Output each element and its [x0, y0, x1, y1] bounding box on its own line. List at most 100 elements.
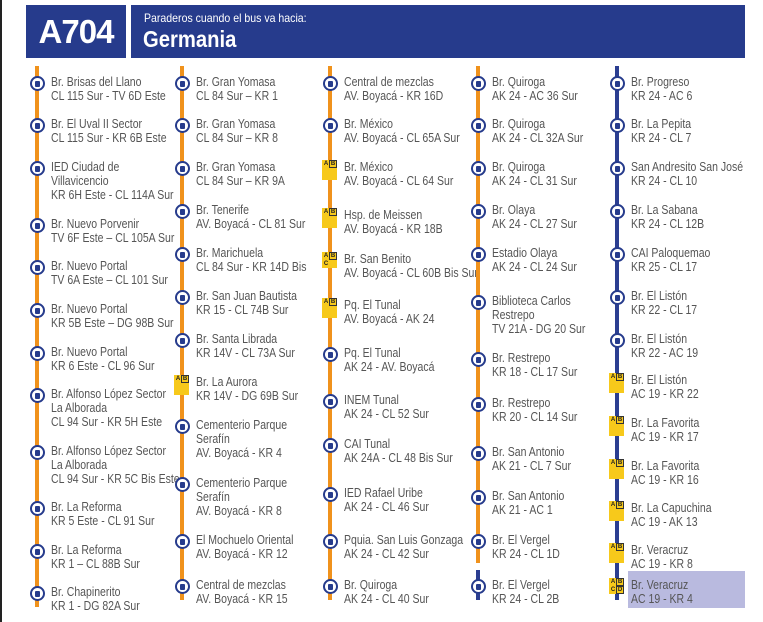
bus-stop-icon: [29, 501, 45, 516]
bus-stop-icon: [174, 477, 190, 492]
stop-address: AV. Boyacá - CL 64 Sur: [344, 174, 454, 188]
stop-address: CL 84 Sur – KR 1: [196, 89, 278, 103]
stop-name: Br. Restrepo: [492, 351, 551, 365]
stop-name: Br. Quiroga: [344, 578, 398, 592]
stop-address: AK 24A - CL 48 Bis Sur: [344, 451, 453, 465]
bus-stop-icon: [322, 438, 338, 453]
stop-address: AV. Boyacá - CL 81 Sur: [196, 217, 306, 231]
stop-label: Br. Nuevo Portal KR 5B Este – DG 98B Sur: [51, 302, 174, 330]
stop-label: Br. Chapinerito KR 1 - DG 82A Sur: [51, 585, 140, 613]
header-subtitle: Paraderos cuando el bus va hacia:: [144, 11, 307, 25]
stop-label: Br. Alfonso López Sector La Alborada CL 94…: [51, 444, 180, 486]
stop-name: Br. La Favorita: [631, 416, 700, 430]
stop-address: AV. Boyacá - CL 65A Sur: [344, 131, 460, 145]
stop-label: Br. Nuevo Porvenir TV 6F Este – CL 105A S…: [51, 217, 174, 245]
stop-label: Br. Restrepo KR 20 - CL 14 Sur: [492, 396, 577, 424]
route-line: [476, 66, 480, 563]
stop-label: INEM Tunal AK 24 - CL 52 Sur: [344, 393, 429, 421]
stop-address: KR 15 - CL 74B Sur: [196, 303, 289, 317]
stop-address: AK 24 - CL 40 Sur: [344, 592, 429, 606]
stop-label: Pq. El Tunal AV. Boyacá - AK 24: [344, 298, 434, 326]
module-letter: B: [616, 373, 624, 381]
stop-name: Estadio Olaya: [492, 246, 558, 260]
stop-label: San Andresito San José KR 24 - CL 10: [631, 160, 743, 188]
stop-name: Br. La Favorita: [631, 459, 700, 473]
bus-stop-icon: [174, 247, 190, 262]
stop-address: CL 94 Sur - KR 5C Bis Este: [51, 472, 180, 486]
route-line: [35, 66, 39, 607]
stop-label: Cementerio Parque Serafín AV. Boyacá - KR …: [196, 476, 287, 518]
stop-address: AK 24 - CL 32A Sur: [492, 131, 584, 145]
bus-stop-icon: [322, 394, 338, 409]
module-letter: A: [323, 253, 329, 259]
stop-name: Br. Brisas del Llano: [51, 75, 142, 89]
stop-name: Br. México: [344, 160, 394, 174]
module-letter: A: [175, 376, 181, 382]
stop-name: Br. Gran Yomasa: [196, 75, 276, 89]
stop-address: KR 6H Este - CL 114A Sur: [51, 188, 174, 202]
bus-stop-icon: [29, 76, 45, 91]
bus-stop-icon: [322, 579, 338, 594]
stop-name: Hsp. de Meissen: [344, 208, 423, 222]
stop-name: Pq. El Tunal: [344, 298, 401, 312]
module-letter: B: [329, 298, 337, 306]
stop-address: AV. Boyacá - KR 15: [196, 592, 288, 606]
stop-name: Br. Marichuela: [196, 246, 264, 260]
stop-label: Biblioteca Carlos Restrepo TV 21A - DG 20 …: [492, 294, 585, 336]
bus-stop-icon: [609, 161, 625, 176]
bus-stop-icon: [174, 419, 190, 434]
stop-address: AK 24 - CL 27 Sur: [492, 217, 577, 231]
stop-label: Br. Nuevo Portal KR 6 Este - CL 96 Sur: [51, 345, 154, 373]
stop-address: AK 24 - CL 31 Sur: [492, 174, 577, 188]
stop-label: Br. Restrepo KR 18 - CL 17 Sur: [492, 351, 577, 379]
final-stop-highlight: [628, 571, 745, 608]
stop-name: Br. El Uval II Sector: [51, 117, 143, 131]
module-letter: B: [616, 578, 624, 586]
module-letter: C: [610, 586, 616, 593]
stop-address: AC 19 - KR 16: [631, 473, 699, 487]
stop-name: Br. Santa Librada: [196, 332, 278, 346]
stop-name: Central de mezclas: [344, 75, 434, 89]
bus-stop-icon: [29, 388, 45, 403]
module-letter: B: [329, 208, 337, 216]
stop-name: Br. Restrepo: [492, 396, 551, 410]
stop-label: Cementerio Parque Serafín AV. Boyacá - KR …: [196, 418, 287, 460]
stop-name: CAI Paloquemao: [631, 246, 711, 260]
stop-address: AC 19 - KR 22: [631, 387, 699, 401]
stop-label: Br. Olaya AK 24 - CL 27 Sur: [492, 203, 577, 231]
bus-stop-icon: [29, 303, 45, 318]
stop-name: Br. La Capuchina: [631, 501, 712, 515]
stop-name: El Mochuelo Oriental: [196, 533, 294, 547]
stop-name: Br. La Reforma: [51, 500, 122, 514]
module-letter: A: [610, 417, 616, 423]
bus-stop-icon: [470, 534, 486, 549]
stop-name: Cementerio Parque: [196, 476, 288, 490]
stop-address: KR 22 - AC 19: [631, 346, 699, 360]
module-letter: A: [610, 460, 616, 466]
stop-label: Br. La Favorita AC 19 - KR 17: [631, 416, 699, 444]
stop-name: Br. Quiroga: [492, 160, 546, 174]
stop-label: Br. Marichuela CL 84 Sur - KR 14D Bis: [196, 246, 306, 274]
stop-address: AV. Boyacá - AK 24: [344, 312, 435, 326]
stop-name: Br. Olaya: [492, 203, 536, 217]
bus-stop-icon: [29, 218, 45, 233]
stop-address: KR 24 - CL 1D: [492, 547, 560, 561]
stop-name: Villavicencio: [51, 174, 109, 188]
stop-label: Br. San Benito AV. Boyacá - CL 60B Bis Su…: [344, 252, 478, 280]
destination-title: Germania: [143, 26, 237, 52]
stop-address: AV. Boyacá - KR 12: [196, 547, 288, 561]
stop-address: AC 19 - KR 17: [631, 430, 699, 444]
bus-stop-icon: [29, 445, 45, 460]
stop-name: Br. El Listón: [631, 332, 688, 346]
stop-address: KR 5B Este – DG 98B Sur: [51, 316, 174, 330]
stop-name: Br. Nuevo Portal: [51, 302, 128, 316]
stop-name: Br. El Vergel: [492, 533, 550, 547]
stop-address: CL 94 Sur - KR 5H Este: [51, 415, 163, 429]
stop-label: Br. Quiroga AK 24 - CL 40 Sur: [344, 578, 429, 606]
stop-name: Br. Alfonso López Sector: [51, 444, 166, 458]
stop-label: Br. Brisas del Llano CL 115 Sur - TV 6D E…: [51, 75, 166, 103]
bus-stop-icon: [470, 204, 486, 219]
